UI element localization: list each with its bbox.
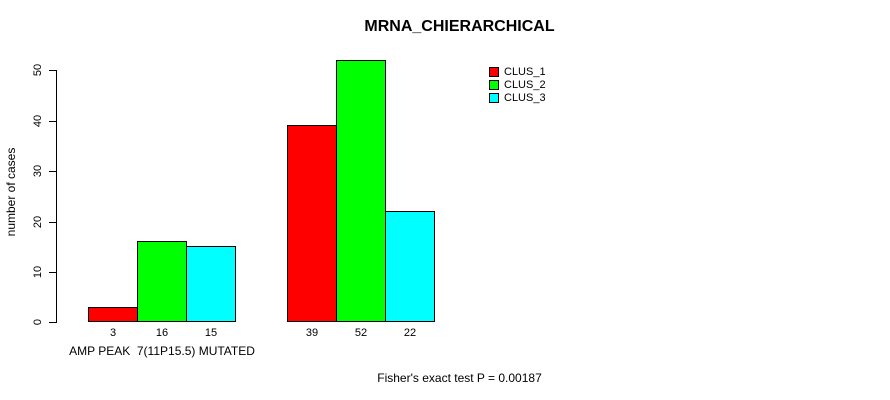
y-tick <box>49 272 56 273</box>
legend-swatch-clus_2 <box>489 80 499 90</box>
bar-clus_1-group2 <box>287 125 337 322</box>
y-tick-label: 40 <box>32 114 44 128</box>
legend-label: CLUS_2 <box>504 79 546 91</box>
y-tick-label: 30 <box>32 164 44 178</box>
y-tick <box>49 222 56 223</box>
bar-value-label: 16 <box>155 327 169 339</box>
bar-clus_3-group2 <box>385 211 435 322</box>
bar-clus_3-group1 <box>186 246 236 322</box>
bar-clus_2-group1 <box>137 241 187 322</box>
legend-label: CLUS_1 <box>504 66 546 78</box>
x-category-label: AMP PEAK 7(11P15.5) MUTATED <box>69 344 255 358</box>
y-tick <box>49 322 56 323</box>
legend-swatch-clus_1 <box>489 67 499 77</box>
y-tick-label: 10 <box>32 265 44 279</box>
bar-clus_2-group2 <box>336 60 386 322</box>
y-tick <box>49 171 56 172</box>
bar-clus_1-group1 <box>88 307 138 322</box>
y-tick <box>49 70 56 71</box>
legend-swatch-clus_3 <box>489 93 499 103</box>
annotation-text: Fisher's exact test P = 0.00187 <box>377 371 542 385</box>
bar-value-label: 39 <box>305 327 319 339</box>
bar-value-label: 15 <box>204 327 218 339</box>
y-tick-label: 50 <box>32 63 44 77</box>
y-axis-title: number of cases <box>4 147 18 237</box>
legend-label: CLUS_3 <box>504 92 546 104</box>
y-tick-label: 20 <box>32 215 44 229</box>
bar-value-label: 52 <box>354 327 368 339</box>
bar-value-label: 22 <box>403 327 417 339</box>
legend: CLUS_1 CLUS_2 CLUS_3 <box>489 66 609 106</box>
y-tick-label: 0 <box>32 318 44 326</box>
y-axis-line <box>56 70 57 323</box>
bar-value-label: 3 <box>109 327 117 339</box>
y-tick <box>49 121 56 122</box>
chart-title: MRNA_CHIERARCHICAL <box>364 18 555 35</box>
